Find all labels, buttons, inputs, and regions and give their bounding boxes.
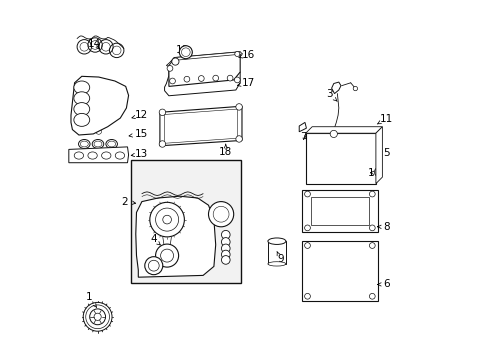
Circle shape bbox=[149, 202, 184, 237]
Circle shape bbox=[368, 225, 374, 231]
Ellipse shape bbox=[106, 139, 117, 148]
Polygon shape bbox=[267, 241, 285, 264]
Polygon shape bbox=[136, 196, 215, 277]
Text: 17: 17 bbox=[237, 78, 254, 88]
Circle shape bbox=[208, 202, 233, 227]
Circle shape bbox=[144, 257, 163, 275]
Ellipse shape bbox=[74, 92, 89, 105]
Polygon shape bbox=[166, 58, 174, 66]
Circle shape bbox=[183, 76, 189, 82]
Circle shape bbox=[94, 313, 101, 320]
Circle shape bbox=[304, 225, 310, 231]
Text: 2: 2 bbox=[122, 197, 135, 207]
Ellipse shape bbox=[94, 141, 102, 147]
Circle shape bbox=[368, 293, 374, 299]
Circle shape bbox=[368, 243, 374, 248]
Polygon shape bbox=[310, 197, 368, 225]
Circle shape bbox=[167, 66, 172, 71]
Circle shape bbox=[179, 46, 192, 59]
Circle shape bbox=[235, 104, 242, 110]
Text: 7: 7 bbox=[300, 132, 306, 142]
Circle shape bbox=[235, 136, 242, 142]
Text: 10: 10 bbox=[367, 168, 380, 178]
Text: 15: 15 bbox=[129, 129, 148, 139]
Circle shape bbox=[221, 250, 230, 259]
Text: 18: 18 bbox=[219, 144, 232, 157]
Text: 11: 11 bbox=[376, 114, 392, 124]
Circle shape bbox=[304, 191, 310, 197]
Text: 5: 5 bbox=[377, 148, 389, 158]
Ellipse shape bbox=[74, 81, 89, 94]
Circle shape bbox=[221, 256, 230, 264]
Polygon shape bbox=[305, 133, 375, 184]
Circle shape bbox=[148, 260, 159, 271]
Ellipse shape bbox=[92, 139, 103, 148]
Circle shape bbox=[221, 238, 230, 246]
Polygon shape bbox=[174, 52, 242, 60]
Ellipse shape bbox=[102, 152, 111, 159]
Polygon shape bbox=[299, 122, 306, 132]
Ellipse shape bbox=[79, 139, 90, 148]
Circle shape bbox=[304, 293, 310, 299]
Polygon shape bbox=[164, 109, 237, 143]
Text: 12: 12 bbox=[132, 110, 148, 120]
Circle shape bbox=[368, 191, 374, 197]
Polygon shape bbox=[69, 147, 128, 163]
Ellipse shape bbox=[107, 141, 115, 147]
Circle shape bbox=[171, 58, 179, 65]
Polygon shape bbox=[302, 241, 377, 301]
Ellipse shape bbox=[74, 152, 83, 159]
Ellipse shape bbox=[267, 262, 285, 266]
Circle shape bbox=[234, 51, 239, 57]
Polygon shape bbox=[160, 106, 242, 146]
Circle shape bbox=[213, 206, 228, 222]
Circle shape bbox=[160, 249, 173, 262]
Circle shape bbox=[181, 48, 190, 57]
Circle shape bbox=[155, 208, 178, 231]
Text: 8: 8 bbox=[377, 222, 389, 232]
Bar bbox=[131, 160, 241, 283]
Circle shape bbox=[352, 86, 357, 91]
Circle shape bbox=[169, 78, 175, 84]
Circle shape bbox=[212, 75, 218, 81]
Text: 3: 3 bbox=[325, 89, 337, 102]
Circle shape bbox=[159, 141, 165, 147]
Circle shape bbox=[329, 130, 337, 138]
Text: 9: 9 bbox=[276, 251, 283, 264]
Ellipse shape bbox=[115, 152, 124, 159]
Circle shape bbox=[198, 76, 204, 81]
Text: 1: 1 bbox=[85, 292, 96, 307]
Ellipse shape bbox=[88, 152, 97, 159]
Circle shape bbox=[304, 243, 310, 248]
Polygon shape bbox=[331, 82, 340, 94]
Text: 14: 14 bbox=[87, 39, 101, 49]
Circle shape bbox=[163, 215, 171, 224]
Text: 16: 16 bbox=[238, 50, 254, 60]
Circle shape bbox=[221, 230, 230, 239]
Text: 4: 4 bbox=[150, 234, 160, 245]
Polygon shape bbox=[71, 76, 128, 135]
Ellipse shape bbox=[80, 141, 88, 147]
Text: 13: 13 bbox=[131, 149, 148, 159]
Circle shape bbox=[155, 244, 178, 267]
Circle shape bbox=[221, 244, 230, 253]
Polygon shape bbox=[375, 127, 382, 184]
Polygon shape bbox=[305, 127, 382, 133]
Text: 19: 19 bbox=[176, 45, 189, 55]
Ellipse shape bbox=[74, 103, 89, 116]
Ellipse shape bbox=[267, 238, 285, 244]
Polygon shape bbox=[302, 190, 377, 232]
Polygon shape bbox=[164, 68, 240, 96]
Ellipse shape bbox=[74, 113, 89, 126]
Text: 6: 6 bbox=[377, 279, 389, 289]
Circle shape bbox=[227, 75, 232, 81]
Polygon shape bbox=[168, 52, 240, 86]
Circle shape bbox=[234, 77, 240, 83]
Circle shape bbox=[159, 109, 165, 116]
